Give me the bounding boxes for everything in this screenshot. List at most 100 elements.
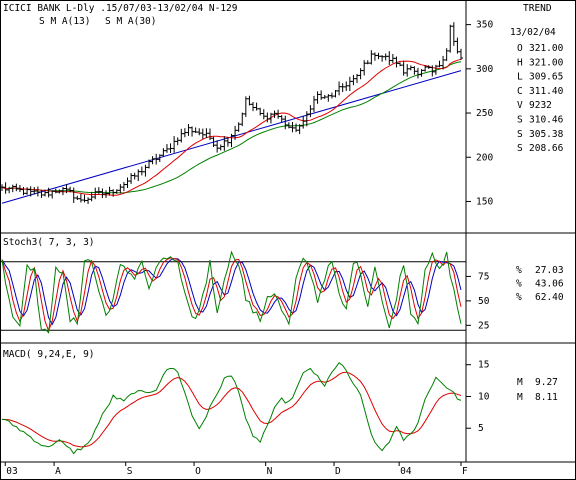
price-bar <box>419 69 424 77</box>
sma30-series <box>1 61 462 194</box>
price-bar <box>333 89 338 98</box>
price-bar <box>172 136 177 153</box>
ohlc-value: 9232 <box>529 100 552 111</box>
price-bar <box>405 64 410 77</box>
ohlc-value: 309.65 <box>529 72 563 83</box>
x-tick-label: F <box>462 466 468 477</box>
price-bar <box>193 127 198 134</box>
price-bar <box>258 107 263 116</box>
price-bar <box>415 67 420 79</box>
stoch-readout-value: 43.06 <box>535 279 564 290</box>
stoch-d-line <box>1 257 462 333</box>
x-tick-label: N <box>267 466 273 477</box>
price-bar <box>451 22 456 46</box>
price-bar <box>398 62 403 67</box>
price-bar <box>329 92 334 99</box>
stoch-readout-label: % <box>516 279 522 290</box>
price-tick-label: 200 <box>476 152 493 163</box>
price-bar <box>387 51 392 65</box>
price-bar <box>100 188 105 199</box>
price-bar <box>215 140 220 153</box>
ohlc-key: C <box>517 86 523 97</box>
stoch-tick-label: 25 <box>478 320 489 331</box>
price-tick-label: 250 <box>476 108 493 119</box>
macd-panel: MACD( 9,24,E, 9) 5 10 15 M 9.27 M 8.11 <box>1 349 558 455</box>
ohlc-key: S <box>517 129 523 140</box>
price-bar <box>89 191 94 202</box>
price-bar <box>254 102 259 111</box>
macd-title: MACD( 9,24,E, 9) <box>3 349 95 360</box>
stoch-tick-label: 75 <box>478 271 489 282</box>
price-bar <box>315 91 320 104</box>
macd-tick-label: 5 <box>478 423 484 434</box>
stoch-readout-value: 62.40 <box>535 292 564 303</box>
price-bar <box>204 128 209 138</box>
stoch-readout-value: 27.03 <box>535 265 564 276</box>
ohlc-value: 208.66 <box>529 143 564 154</box>
price-bar <box>383 53 388 61</box>
price-bar <box>243 96 248 117</box>
ohlc-key: V <box>517 100 523 111</box>
price-bar <box>75 195 80 201</box>
price-bar <box>14 183 19 192</box>
ohlc-value: 310.46 <box>529 115 564 126</box>
ohlc-date: 13/02/04 <box>510 27 556 38</box>
price-bar <box>50 190 55 199</box>
macd-readout-label: M <box>517 377 523 388</box>
macd-series <box>1 361 462 455</box>
price-bar <box>358 68 363 80</box>
price-bar <box>365 60 370 65</box>
macd-tick-label: 10 <box>478 391 490 402</box>
price-bar <box>355 73 360 84</box>
legend-sma30: S M A(30) <box>105 16 156 27</box>
legend-sma13: S M A(13) <box>39 16 90 27</box>
x-tick-label: D <box>335 466 341 477</box>
price-bar <box>247 95 252 106</box>
price-bar <box>337 81 342 96</box>
price-tick-label: 300 <box>476 64 493 75</box>
stoch-k-line <box>1 250 462 334</box>
price-bar <box>118 184 123 194</box>
price-bar <box>251 102 256 112</box>
price-bar <box>168 143 173 153</box>
ohlc-key: H <box>517 57 523 68</box>
x-tick-label: S <box>127 466 133 477</box>
x-tick-label: A <box>55 466 61 477</box>
price-bar <box>283 115 288 130</box>
price-bar <box>290 121 295 133</box>
price-y-ticks: 150 200 250 300 350 <box>466 20 493 207</box>
price-bar <box>448 24 453 53</box>
stoch-readout-label: % <box>516 292 522 303</box>
price-bar <box>376 52 381 60</box>
ohlc-readout: O 321.00 H 321.00 L 309.65 C 311.40 V 9232 S 310.46… <box>517 43 564 154</box>
price-bar <box>190 126 195 137</box>
price-bar <box>129 173 134 184</box>
x-tick-label: 03 <box>6 466 17 477</box>
stoch-tick-label: 50 <box>478 296 490 307</box>
price-bar <box>93 187 98 200</box>
macd-tick-label: 15 <box>478 360 489 371</box>
ohlc-value: 311.40 <box>529 86 564 97</box>
price-bar <box>344 81 349 91</box>
ohlc-key: O <box>517 43 523 54</box>
price-bar <box>437 60 442 68</box>
price-bar <box>143 164 148 177</box>
price-bars <box>0 22 463 204</box>
stoch-readout: % 27.03% 43.06% 62.40 <box>516 265 564 303</box>
price-bar <box>218 144 223 151</box>
price-bar <box>408 65 413 71</box>
stoch-readout-label: % <box>516 265 522 276</box>
price-bar <box>71 187 76 203</box>
price-bar <box>301 116 306 129</box>
price-bar <box>175 137 180 146</box>
price-bar <box>236 122 241 132</box>
price-bar <box>240 112 245 127</box>
price-bar <box>229 133 234 148</box>
chart-title: ICICI BANK L-Dly .15/07/03-13/02/04 N-12… <box>3 3 238 14</box>
sma30-line <box>1 61 462 194</box>
price-tick-label: 350 <box>476 20 493 31</box>
stoch-panel: Stoch3( 7, 3, 3) 25 50 75 % 27.03% 43.06% 62.… <box>0 237 564 334</box>
macd-line <box>1 361 462 455</box>
price-bar <box>326 94 331 102</box>
price-bar <box>319 90 324 100</box>
